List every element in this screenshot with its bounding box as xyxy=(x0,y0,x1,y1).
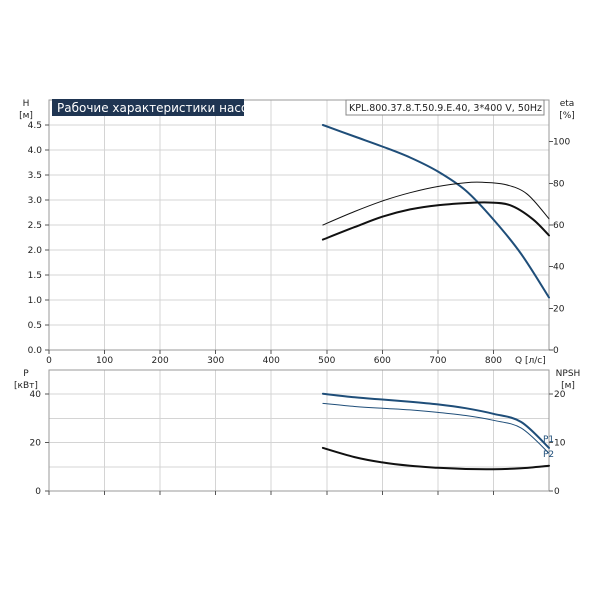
npsh-curve xyxy=(321,446,550,471)
model-box xyxy=(345,99,545,116)
npsh-tick-label: 20 xyxy=(554,390,566,400)
p-tick-label: 0 xyxy=(35,487,41,497)
q-tick-label: 500 xyxy=(318,356,335,366)
eta-tick-label: 20 xyxy=(553,304,565,314)
q-tick-label: 400 xyxy=(263,356,280,366)
q-tick-label: 600 xyxy=(374,356,391,366)
q-tick-label: 300 xyxy=(207,356,224,366)
h-tick-label: 3.5 xyxy=(28,171,42,181)
head-curve xyxy=(321,124,550,299)
chart-title: Рабочие характеристики насоса xyxy=(57,101,262,115)
eta-tick-label: 80 xyxy=(553,179,565,189)
eta-axis-unit: [%] xyxy=(559,111,575,121)
h-tick-label: 0.5 xyxy=(28,321,42,331)
eta-tick-label: 60 xyxy=(553,221,565,231)
series-label-p1: P1 xyxy=(543,435,554,445)
h-tick-label: 0.0 xyxy=(28,346,43,356)
q-tick-label: 700 xyxy=(429,356,446,366)
h-axis-unit: [м] xyxy=(19,111,33,121)
eta-tick-label: 40 xyxy=(553,263,565,273)
h-tick-label: 2.0 xyxy=(28,246,43,256)
q-tick-label: 0 xyxy=(46,356,52,366)
h-tick-label: 1.5 xyxy=(28,271,42,281)
q-tick-label: 200 xyxy=(152,356,169,366)
p-axis-unit: [кВт] xyxy=(14,381,38,391)
p-tick-label: 40 xyxy=(30,390,42,400)
efficiency-curve-thin xyxy=(322,181,550,226)
model-label: KPL.800.37.8.T.50.9.E.40, 3*400 V, 50Hz xyxy=(349,103,542,114)
series-label-p2: P2 xyxy=(543,450,554,460)
p-tick-label: 20 xyxy=(30,439,42,449)
q-tick-label: 100 xyxy=(96,356,113,366)
x-axis-label: Q [л/с] xyxy=(515,356,546,366)
eta-axis-label: eta xyxy=(560,99,575,109)
chart-title-box xyxy=(52,99,244,116)
npsh-axis-label: NPSH xyxy=(556,369,581,379)
lower-chart: 0 20 40 0 10 20 P [кВт] NPSH [м] P1 P2 xyxy=(14,369,580,497)
eta-tick-label: 100 xyxy=(553,138,570,148)
npsh-tick-label: 0 xyxy=(554,487,560,497)
power-curve-p2 xyxy=(322,402,550,454)
upper-chart: 0.0 0.5 1.0 1.5 2.0 2.5 3.0 3.5 4.0 4.5 0 20 40 60 80 1… xyxy=(19,99,575,366)
plot-frame xyxy=(48,369,550,492)
npsh-axis-unit: [м] xyxy=(561,381,575,391)
h-tick-label: 4.0 xyxy=(28,146,43,156)
h-tick-label: 4.5 xyxy=(28,121,42,131)
h-axis-label: H xyxy=(23,99,30,109)
h-tick-label: 3.0 xyxy=(28,196,43,206)
h-tick-label: 1.0 xyxy=(28,296,43,306)
p-axis-label: P xyxy=(23,369,29,379)
eta-tick-label: 0 xyxy=(553,346,559,356)
power-curve-p1 xyxy=(321,392,550,449)
q-tick-label: 800 xyxy=(485,356,502,366)
h-tick-label: 2.5 xyxy=(28,221,42,231)
efficiency-curve-bold xyxy=(321,201,550,241)
npsh-tick-label: 10 xyxy=(554,439,566,449)
